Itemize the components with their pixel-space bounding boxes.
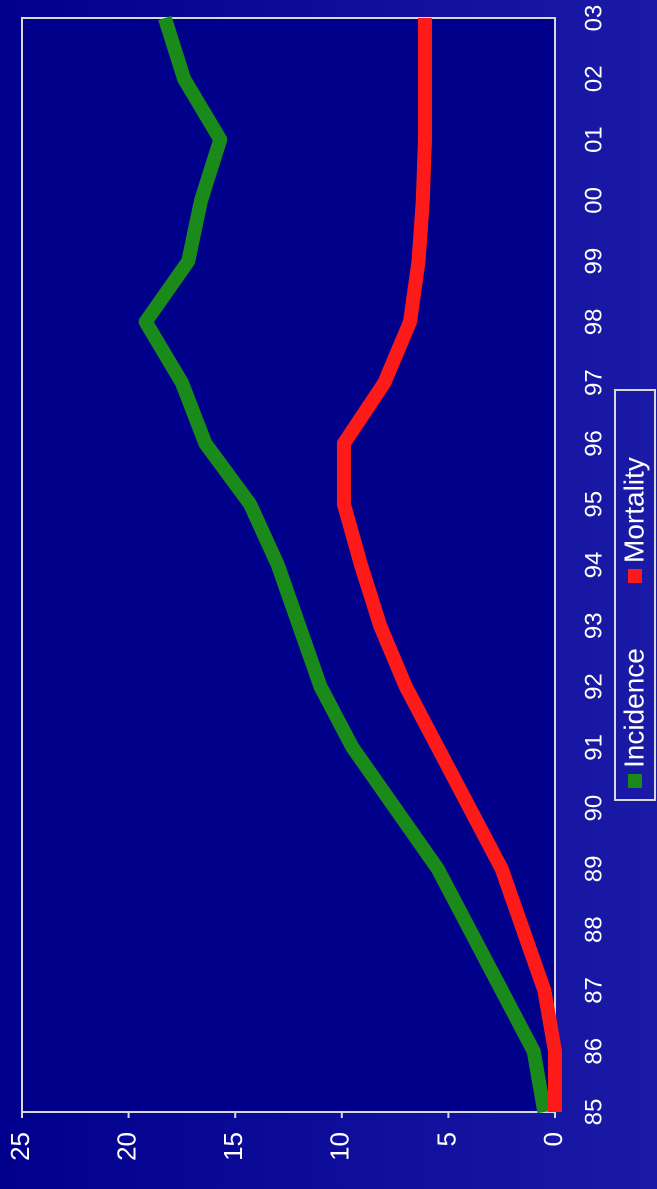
x-tick-label: 88	[580, 916, 607, 943]
legend-label: Incidence	[618, 648, 649, 768]
y-tick-label: 0	[538, 1132, 568, 1146]
x-tick-label: 87	[580, 977, 607, 1004]
y-tick-label: 10	[325, 1132, 355, 1161]
y-tick-label: 25	[5, 1132, 35, 1161]
series-line	[138, 15, 552, 1114]
x-tick-label: 92	[580, 673, 607, 700]
legend-swatch	[628, 569, 642, 583]
y-tick-label: 5	[431, 1132, 461, 1146]
x-tick-label: 94	[580, 552, 607, 579]
x-tick-label: 86	[580, 1038, 607, 1065]
x-tick-label: 95	[580, 491, 607, 518]
y-tick-label: 15	[218, 1132, 248, 1161]
x-tick-label: 93	[580, 612, 607, 639]
series-line	[336, 18, 562, 1112]
x-tick-label: 89	[580, 856, 607, 883]
x-tick-label: 90	[580, 795, 607, 822]
x-tick-label: 85	[580, 1099, 607, 1126]
x-tick-label: 96	[580, 430, 607, 457]
legend-label: Mortality	[618, 457, 649, 563]
y-tick-label: 20	[111, 1132, 141, 1161]
x-tick-label: 98	[580, 309, 607, 336]
legend-swatch	[628, 774, 642, 788]
legend-box	[614, 389, 656, 801]
x-tick-label: 02	[580, 65, 607, 92]
x-tick-label: 97	[580, 369, 607, 396]
x-tick-label: 01	[580, 126, 607, 153]
x-tick-label: 91	[580, 734, 607, 761]
x-tick-label: 99	[580, 248, 607, 275]
x-tick-label: 00	[580, 187, 607, 214]
x-tick-label: 03	[580, 5, 607, 32]
